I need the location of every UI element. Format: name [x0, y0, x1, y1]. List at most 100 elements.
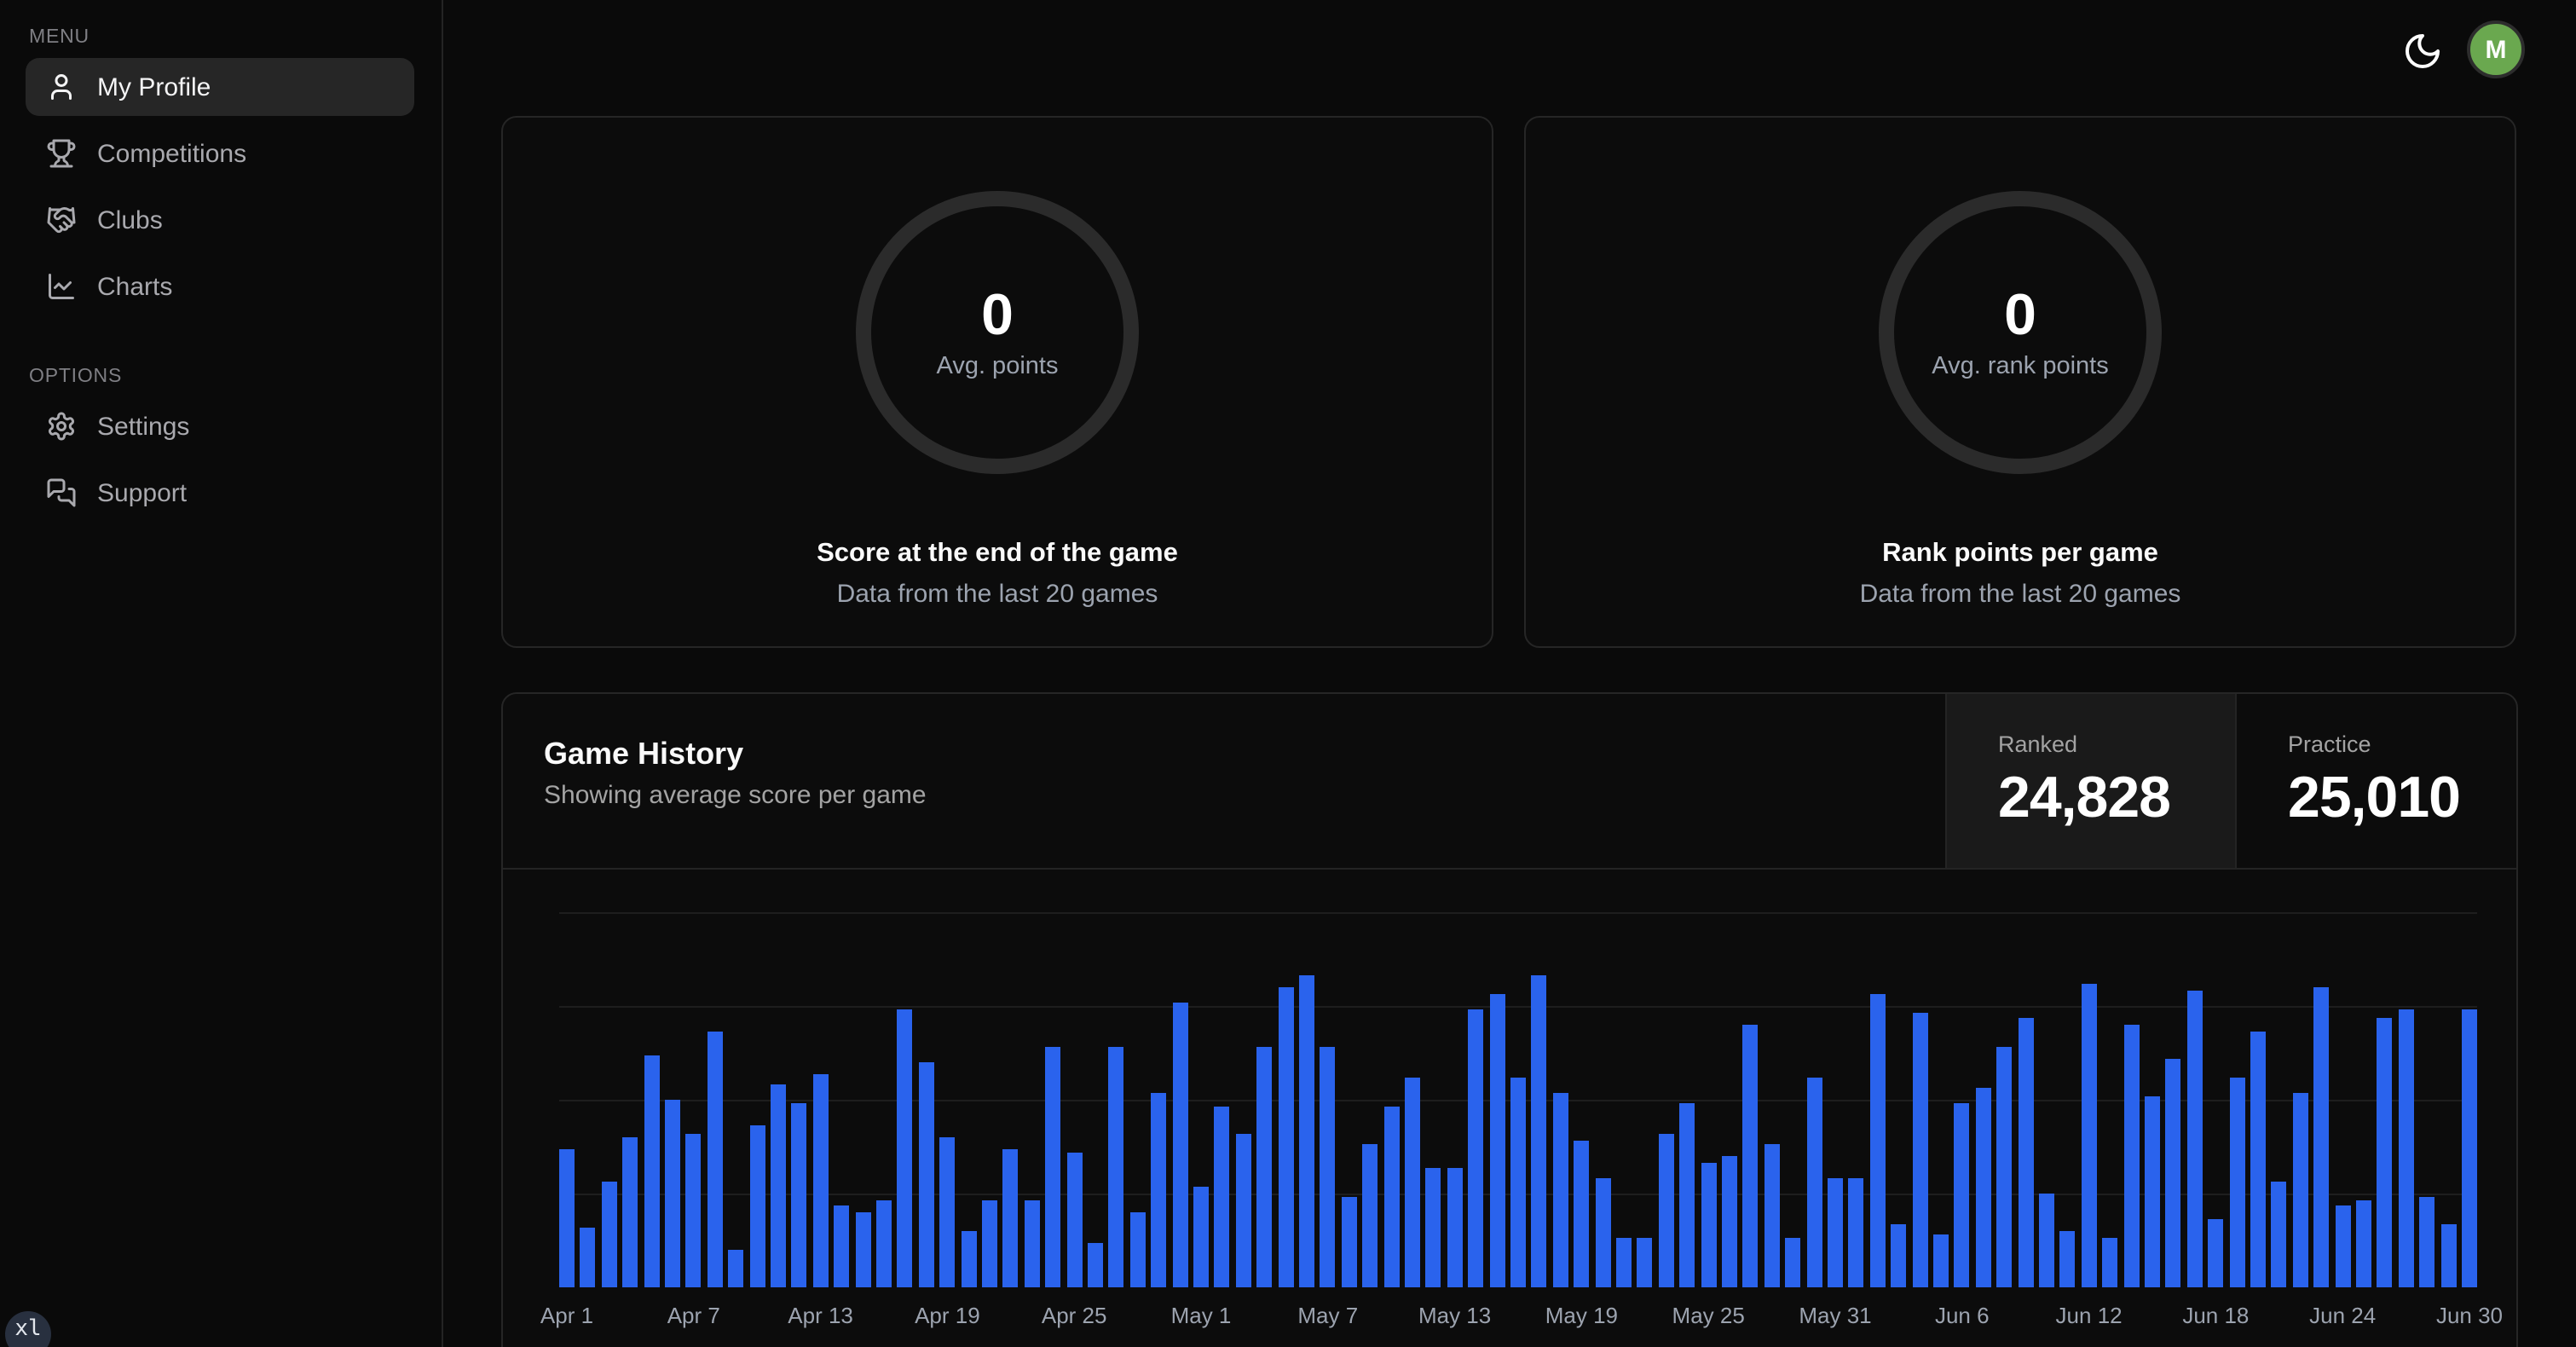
chart-bar	[1510, 1077, 1526, 1287]
chart-bar	[1214, 1107, 1230, 1287]
chart-bar	[707, 1032, 723, 1287]
chart-bar	[1088, 1242, 1103, 1287]
chart-bar	[1679, 1103, 1695, 1287]
handshake-icon	[46, 205, 77, 235]
rank-points-card-subtitle: Data from the last 20 games	[1859, 580, 2181, 609]
rank-points-ring: 0 Avg. rank points	[1879, 191, 2162, 474]
chart-bar	[876, 1200, 892, 1287]
moon-icon	[2402, 31, 2443, 72]
chart-bar	[1616, 1238, 1632, 1287]
chart-bar	[2398, 1009, 2414, 1287]
chart-bar	[1701, 1163, 1717, 1287]
user-icon	[46, 72, 77, 102]
chart-bar	[1658, 1133, 1674, 1287]
chart-bar	[1954, 1103, 1970, 1287]
chart-bar	[1362, 1144, 1378, 1287]
x-axis-tick-row: Apr 1 Apr 7 Apr 13 Apr 19 Apr 25 May 1 May 7 Ma…	[540, 1303, 2503, 1337]
gear-icon	[46, 411, 77, 442]
chart-bar	[1172, 1002, 1188, 1287]
gridline	[559, 1006, 2477, 1008]
x-axis-tick-label: May 1	[1170, 1303, 1232, 1328]
chart-bar	[982, 1200, 997, 1287]
chart-bar	[771, 1084, 786, 1287]
sidebar-item-support[interactable]: Support	[26, 464, 414, 522]
chart-bar	[2186, 991, 2203, 1287]
sidebar-item-label: Settings	[97, 412, 190, 441]
chart-bar	[685, 1133, 702, 1287]
chart-bar	[601, 1182, 617, 1287]
chart-bar	[665, 1100, 680, 1287]
x-axis-tick-label: Apr 13	[788, 1303, 853, 1328]
tab-ranked[interactable]: Ranked 24,828	[1945, 694, 2235, 868]
rank-points-card: 0 Avg. rank points Rank points per game …	[1524, 116, 2516, 648]
chart-bar	[1742, 1025, 1759, 1287]
sidebar-item-clubs[interactable]: Clubs	[26, 191, 414, 249]
chart-bar	[559, 1148, 575, 1287]
trophy-icon	[46, 138, 77, 169]
chart-bar	[1383, 1107, 1400, 1287]
chart-bar	[580, 1227, 596, 1287]
chart-bar	[1574, 1141, 1590, 1287]
chart-bar	[897, 1009, 913, 1287]
score-ring: 0 Avg. points	[856, 191, 1139, 474]
chart-bar	[1869, 994, 1886, 1287]
sidebar-item-competitions[interactable]: Competitions	[26, 124, 414, 182]
sidebar-item-settings[interactable]: Settings	[26, 397, 414, 455]
chart-bar	[1637, 1238, 1653, 1287]
tab-practice[interactable]: Practice 25,010	[2235, 694, 2516, 868]
chart-bar	[1320, 1047, 1336, 1287]
chart-bar	[1235, 1133, 1251, 1287]
chart-bar	[2059, 1231, 2076, 1287]
chart-bar	[2039, 1194, 2054, 1287]
chart-bar	[2145, 1096, 2160, 1287]
chart-bar	[1806, 1077, 1822, 1287]
score-card-subtitle: Data from the last 20 games	[836, 580, 1158, 609]
dev-tools-badge[interactable]: xl	[5, 1311, 51, 1347]
sidebar-item-label: Support	[97, 478, 188, 507]
chart-bar	[1256, 1047, 1273, 1287]
x-axis-tick-label: Jun 6	[1934, 1303, 1990, 1328]
chart-bar	[2165, 1058, 2181, 1287]
score-ring-value: 0	[981, 282, 1014, 347]
game-history-subtitle: Showing average score per game	[544, 781, 927, 810]
sidebar-section-menu: MENU	[29, 27, 90, 48]
chart-bar	[1447, 1167, 1463, 1287]
menu-nav: My Profile Competitions Clubs Charts	[0, 58, 442, 315]
rank-points-ring-label: Avg. rank points	[1932, 352, 2109, 379]
x-axis-tick-label: May 25	[1672, 1303, 1745, 1328]
sidebar-item-label: Charts	[97, 272, 173, 301]
chart-bar	[1193, 1186, 1209, 1287]
chart-bar	[1468, 1009, 1484, 1287]
chart-bar	[1828, 1178, 1843, 1287]
chart-bar	[1912, 1013, 1928, 1287]
chart-bar	[1996, 1047, 2013, 1287]
avatar[interactable]: M	[2467, 20, 2525, 78]
chart-bar	[939, 1137, 956, 1287]
sidebar-section-options: OPTIONS	[29, 367, 123, 387]
chart-bar	[834, 1205, 850, 1287]
chart-bar	[2123, 1025, 2140, 1287]
chat-icon	[46, 477, 77, 508]
chart-bar	[1045, 1047, 1061, 1287]
chart-bar	[2102, 1238, 2118, 1287]
sidebar-item-charts[interactable]: Charts	[26, 257, 414, 315]
chart-bar	[1975, 1088, 1991, 1287]
game-history-header: Game History Showing average score per g…	[503, 694, 2516, 870]
chart-bar	[2292, 1092, 2308, 1287]
chart-bar	[2018, 1017, 2034, 1287]
game-history-title: Game History	[544, 737, 744, 771]
x-axis-tick-label: May 19	[1545, 1303, 1619, 1328]
chart-bar	[1785, 1238, 1801, 1287]
gridline	[559, 912, 2477, 914]
game-history-card: Game History Showing average score per g…	[501, 692, 2518, 1347]
theme-toggle-button[interactable]	[2395, 24, 2450, 78]
chart-bar	[2356, 1200, 2371, 1287]
chart-bar	[1722, 1156, 1737, 1287]
chart-bar	[2208, 1219, 2224, 1287]
options-nav: Settings Support	[0, 397, 442, 522]
sidebar-item-label: Clubs	[97, 205, 163, 234]
chart-line-icon	[46, 271, 77, 302]
sidebar-item-my-profile[interactable]: My Profile	[26, 58, 414, 116]
chart-bar	[2229, 1077, 2245, 1287]
